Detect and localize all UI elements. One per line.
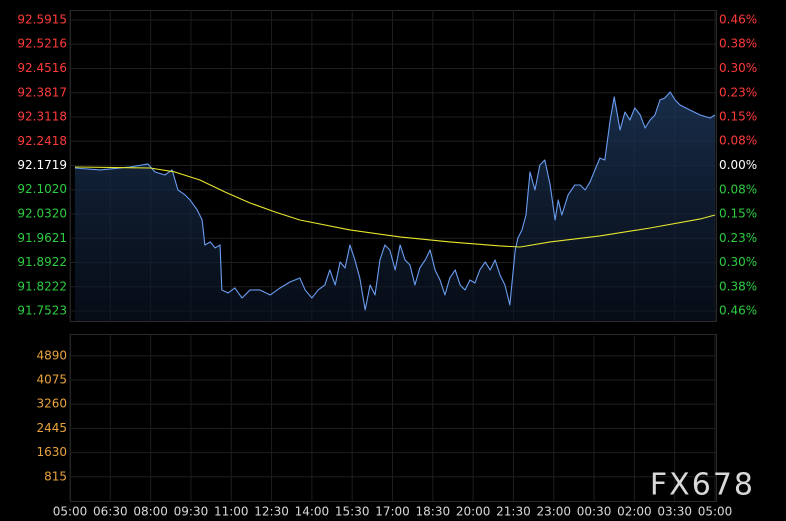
x-tick-label: 15:30 xyxy=(335,505,370,519)
y-tick-label: 92.5216 xyxy=(17,37,67,51)
y-tick-label: 92.3118 xyxy=(17,109,67,123)
x-tick-label: 20:00 xyxy=(456,505,491,519)
x-tick-label: 03:30 xyxy=(657,505,692,519)
y-tick-label: 91.9621 xyxy=(17,231,67,245)
y2-tick-label: 0.00% xyxy=(719,158,757,172)
volume-tick-label: 3260 xyxy=(36,397,67,411)
y-tick-label: 91.8922 xyxy=(17,255,67,269)
x-tick-label: 05:00 xyxy=(53,505,88,519)
volume-tick-label: 2445 xyxy=(36,421,67,435)
x-tick-label: 18:30 xyxy=(416,505,451,519)
x-tick-label: 09:30 xyxy=(174,505,209,519)
y2-tick-label: 0.08% xyxy=(719,134,757,148)
x-tick-label: 17:00 xyxy=(375,505,410,519)
y2-tick-label: 0.15% xyxy=(719,109,757,123)
x-tick-label: 14:00 xyxy=(295,505,330,519)
x-tick-label: 06:30 xyxy=(93,505,128,519)
y-tick-label: 92.4516 xyxy=(17,61,67,75)
y2-tick-label: 0.38% xyxy=(719,37,757,51)
y2-tick-label: 0.30% xyxy=(719,61,757,75)
y-tick-label: 92.2418 xyxy=(17,134,67,148)
x-tick-label: 00:30 xyxy=(577,505,612,519)
x-tick-label: 08:00 xyxy=(133,505,168,519)
y-tick-label: 92.1020 xyxy=(17,182,67,196)
labels: 05:00 06:30 08:00 09:30 11:00 12:30 14:00 15:30… xyxy=(17,13,757,519)
y2-tick-label: 0.30% xyxy=(719,255,757,269)
price-line xyxy=(74,91,716,311)
x-tick-label: 02:00 xyxy=(617,505,652,519)
x-tick-label: 11:00 xyxy=(214,505,249,519)
y-tick-label: 91.8222 xyxy=(17,279,67,293)
y2-tick-label: 0.23% xyxy=(719,85,757,99)
y2-tick-label: 0.15% xyxy=(719,207,757,221)
y-tick-label: 92.3817 xyxy=(17,85,67,99)
volume-tick-label: 4890 xyxy=(36,348,67,362)
y-tick-label: 91.7523 xyxy=(17,304,67,318)
x-tick-label: 12:30 xyxy=(254,505,289,519)
volume-tick-label: 815 xyxy=(44,469,67,483)
y-tick-label: 92.1719 xyxy=(17,158,67,172)
y2-tick-label: 0.38% xyxy=(719,279,757,293)
y-tick-label: 92.5915 xyxy=(17,13,67,27)
volume-tick-label: 1630 xyxy=(36,445,67,459)
y2-tick-label: 0.46% xyxy=(719,304,757,318)
y2-tick-label: 0.46% xyxy=(719,13,757,27)
x-tick-label: 05:00 xyxy=(698,505,733,519)
y2-tick-label: 0.08% xyxy=(719,182,757,196)
y2-tick-label: 0.23% xyxy=(719,231,757,245)
x-tick-label: 21:30 xyxy=(496,505,531,519)
volume-tick-label: 4075 xyxy=(36,372,67,386)
plot-area xyxy=(74,91,716,322)
price-area xyxy=(74,91,716,322)
x-tick-label: 23:00 xyxy=(536,505,571,519)
y-tick-label: 92.0320 xyxy=(17,207,67,221)
average-line xyxy=(74,166,716,248)
watermark: FX678 xyxy=(650,468,755,503)
